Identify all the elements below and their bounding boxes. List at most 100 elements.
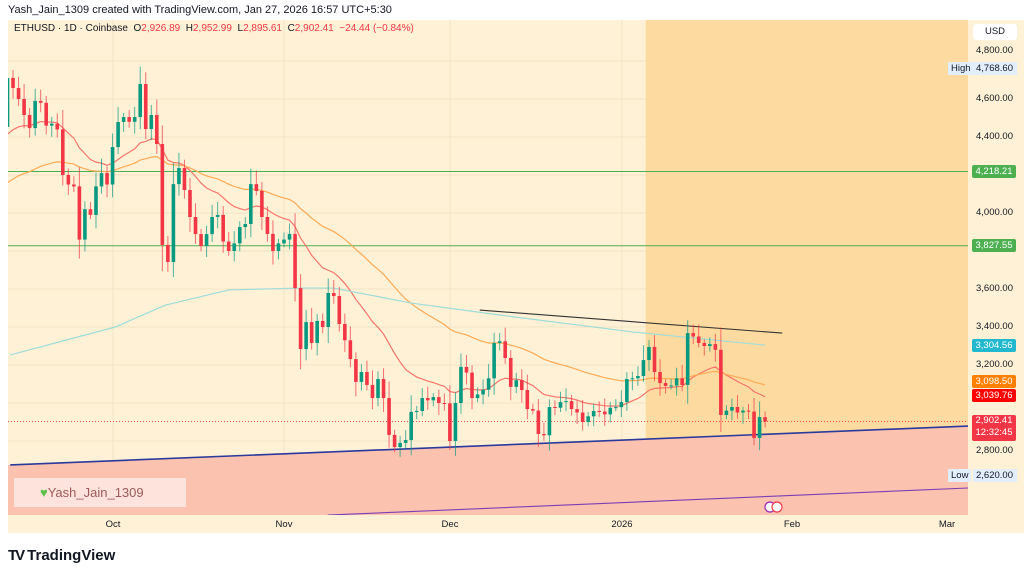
candle [448, 385, 452, 451]
candle-body [437, 397, 441, 403]
tradingview-logo[interactable]: TV TradingView [8, 547, 115, 564]
high-value: 2,952.99 [193, 23, 232, 34]
high-marker-value: 4,768.60 [973, 62, 1017, 75]
candle-body [420, 398, 425, 411]
candle [409, 395, 413, 456]
candle-body [625, 379, 629, 403]
candle-body [16, 87, 21, 99]
candle-body [127, 117, 131, 122]
candle-body [425, 398, 430, 401]
candle [66, 168, 71, 196]
candle-body [105, 173, 109, 185]
candle-body [608, 407, 613, 415]
candle [591, 403, 596, 427]
candle-body [155, 114, 159, 145]
candle [431, 393, 436, 407]
time-axis[interactable] [8, 515, 968, 533]
candle [127, 109, 131, 128]
candle-body [38, 100, 43, 103]
candle [647, 340, 651, 372]
moving-average-line [10, 287, 766, 356]
candle [370, 370, 375, 410]
candle [437, 389, 441, 415]
low-marker-value: 2,620.00 [973, 469, 1017, 482]
candle [564, 388, 568, 412]
candle [713, 333, 718, 362]
candle-body [641, 360, 646, 377]
last-price-label: 2,902.41 12:32:45 [972, 415, 1016, 441]
candle-body [210, 216, 214, 235]
chart-credit: Yash_Jain_1309 created with TradingView.… [8, 4, 392, 16]
resistance-trendline [479, 309, 783, 334]
candle [116, 107, 120, 155]
candle [730, 398, 734, 421]
candle [55, 113, 60, 138]
candle-body [77, 186, 82, 240]
candle [188, 177, 192, 233]
brand-name: TradingView [27, 547, 116, 564]
candle [625, 372, 629, 411]
event-flag-icon[interactable] [771, 501, 783, 513]
candle [531, 403, 535, 415]
economic-events[interactable] [764, 501, 783, 513]
candle [33, 88, 37, 136]
candle [204, 225, 209, 257]
candle-body [630, 378, 635, 380]
candle [320, 313, 325, 334]
candle-body [33, 100, 37, 129]
candle-body [11, 77, 15, 88]
candle [365, 360, 369, 391]
candle [381, 368, 386, 412]
candle-body [586, 416, 590, 422]
candle-body [519, 380, 524, 391]
candle [536, 399, 541, 447]
time-axis-label: Mar [938, 519, 956, 530]
candle [575, 400, 579, 425]
symbol-label[interactable]: ETHUSD · 1D · Coinbase [14, 23, 128, 34]
candle [177, 153, 181, 196]
price-tick: 3,200.00 [976, 359, 1013, 370]
candle-body [243, 224, 248, 228]
candle-body [49, 123, 54, 126]
candle-body [365, 372, 369, 385]
candle-body [370, 384, 375, 399]
candle-body [553, 406, 557, 408]
candle [398, 435, 402, 457]
candle-body [680, 378, 684, 385]
candle [309, 307, 314, 350]
candle [11, 69, 15, 99]
candle [160, 125, 165, 272]
candle [486, 364, 491, 397]
candle [271, 220, 275, 265]
candle-body [647, 346, 651, 361]
candle [525, 374, 530, 420]
candle [630, 371, 635, 391]
price-label: 3,098.50 [972, 374, 1016, 388]
candle [110, 133, 115, 198]
candle-body [254, 184, 259, 191]
candle [514, 372, 519, 394]
candle-body [232, 243, 237, 251]
candle-body [343, 323, 347, 341]
candle-body [492, 342, 496, 379]
candle [304, 310, 308, 361]
bar-countdown: 12:32:45 [975, 427, 1013, 438]
candle [287, 223, 292, 250]
candle [669, 379, 673, 390]
candle-body [575, 409, 579, 413]
candle [315, 314, 319, 356]
price-axis[interactable] [968, 20, 1024, 533]
moving-average-line [8, 120, 766, 407]
currency-button[interactable]: USD [973, 24, 1017, 40]
candle [602, 398, 607, 426]
candle-body [138, 83, 143, 118]
candle-body [110, 147, 115, 185]
change-value: −24.44 (−0.84%) [339, 23, 414, 34]
price-tick: 3,600.00 [976, 283, 1013, 294]
candle [105, 166, 109, 198]
candle-body [475, 394, 480, 399]
candle [608, 401, 613, 423]
candle [121, 112, 126, 132]
candle [348, 326, 353, 368]
